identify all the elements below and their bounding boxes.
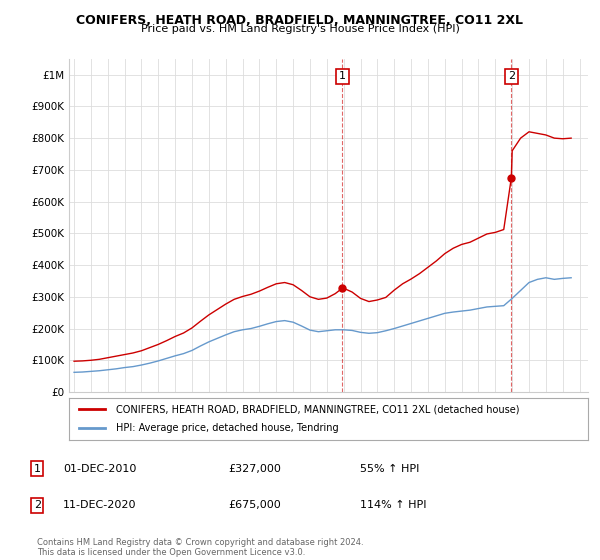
Text: 2: 2 <box>34 500 41 510</box>
Text: 55% ↑ HPI: 55% ↑ HPI <box>360 464 419 474</box>
Text: 114% ↑ HPI: 114% ↑ HPI <box>360 500 427 510</box>
Text: CONIFERS, HEATH ROAD, BRADFIELD, MANNINGTREE, CO11 2XL: CONIFERS, HEATH ROAD, BRADFIELD, MANNING… <box>77 14 523 27</box>
Text: 01-DEC-2010: 01-DEC-2010 <box>63 464 136 474</box>
Text: 1: 1 <box>34 464 41 474</box>
Text: £675,000: £675,000 <box>228 500 281 510</box>
Text: £327,000: £327,000 <box>228 464 281 474</box>
Text: Price paid vs. HM Land Registry's House Price Index (HPI): Price paid vs. HM Land Registry's House … <box>140 24 460 34</box>
Text: 1: 1 <box>339 72 346 82</box>
Text: CONIFERS, HEATH ROAD, BRADFIELD, MANNINGTREE, CO11 2XL (detached house): CONIFERS, HEATH ROAD, BRADFIELD, MANNING… <box>116 404 519 414</box>
Text: Contains HM Land Registry data © Crown copyright and database right 2024.
This d: Contains HM Land Registry data © Crown c… <box>37 538 364 557</box>
Text: 11-DEC-2020: 11-DEC-2020 <box>63 500 137 510</box>
Text: HPI: Average price, detached house, Tendring: HPI: Average price, detached house, Tend… <box>116 423 338 433</box>
Text: 2: 2 <box>508 72 515 82</box>
